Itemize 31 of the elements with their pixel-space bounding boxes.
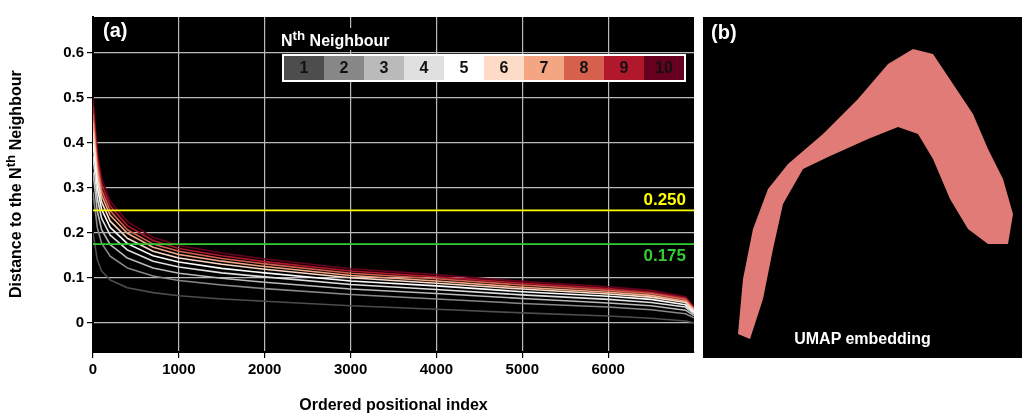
x-tick-label: 4000 — [419, 360, 454, 378]
text: 6 — [499, 59, 509, 78]
y-tick-label: 0.3 — [63, 178, 84, 196]
x-tick-label: 0 — [88, 360, 98, 378]
text: 4 — [419, 59, 429, 78]
text: UMAP embedding — [793, 330, 932, 348]
x-tick-label: 1000 — [162, 360, 196, 378]
y-tick-label: 0.6 — [63, 43, 84, 61]
text: 5 — [459, 59, 469, 78]
y-tick-label: 0.5 — [63, 88, 84, 106]
y-tick-label: 0.2 — [63, 222, 84, 240]
text: 7 — [539, 59, 549, 78]
text: 2 — [339, 59, 349, 78]
text: 8 — [579, 59, 589, 78]
text: (b) — [711, 21, 737, 44]
legend-title: N$^{th}$ Neighbour — [278, 28, 393, 51]
text: 9 — [619, 59, 629, 78]
text: 1 — [299, 59, 309, 78]
y-tick-label: 0.1 — [63, 267, 84, 285]
text: 10 — [655, 59, 673, 78]
x-axis-title: Ordered positional index — [298, 396, 489, 414]
text: 3 — [379, 59, 389, 78]
ref-line-label: 0.175 — [643, 246, 686, 266]
y-tick-label: 0 — [75, 312, 84, 330]
chart-title: (a) — [103, 18, 128, 41]
x-tick-label: 6000 — [591, 360, 625, 378]
ref-line-label: 0.250 — [643, 189, 686, 209]
x-tick-label: 2000 — [248, 360, 282, 378]
x-tick-label: 3000 — [333, 360, 368, 378]
y-tick-label: 0.4 — [63, 133, 85, 151]
x-tick-label: 5000 — [505, 360, 539, 378]
